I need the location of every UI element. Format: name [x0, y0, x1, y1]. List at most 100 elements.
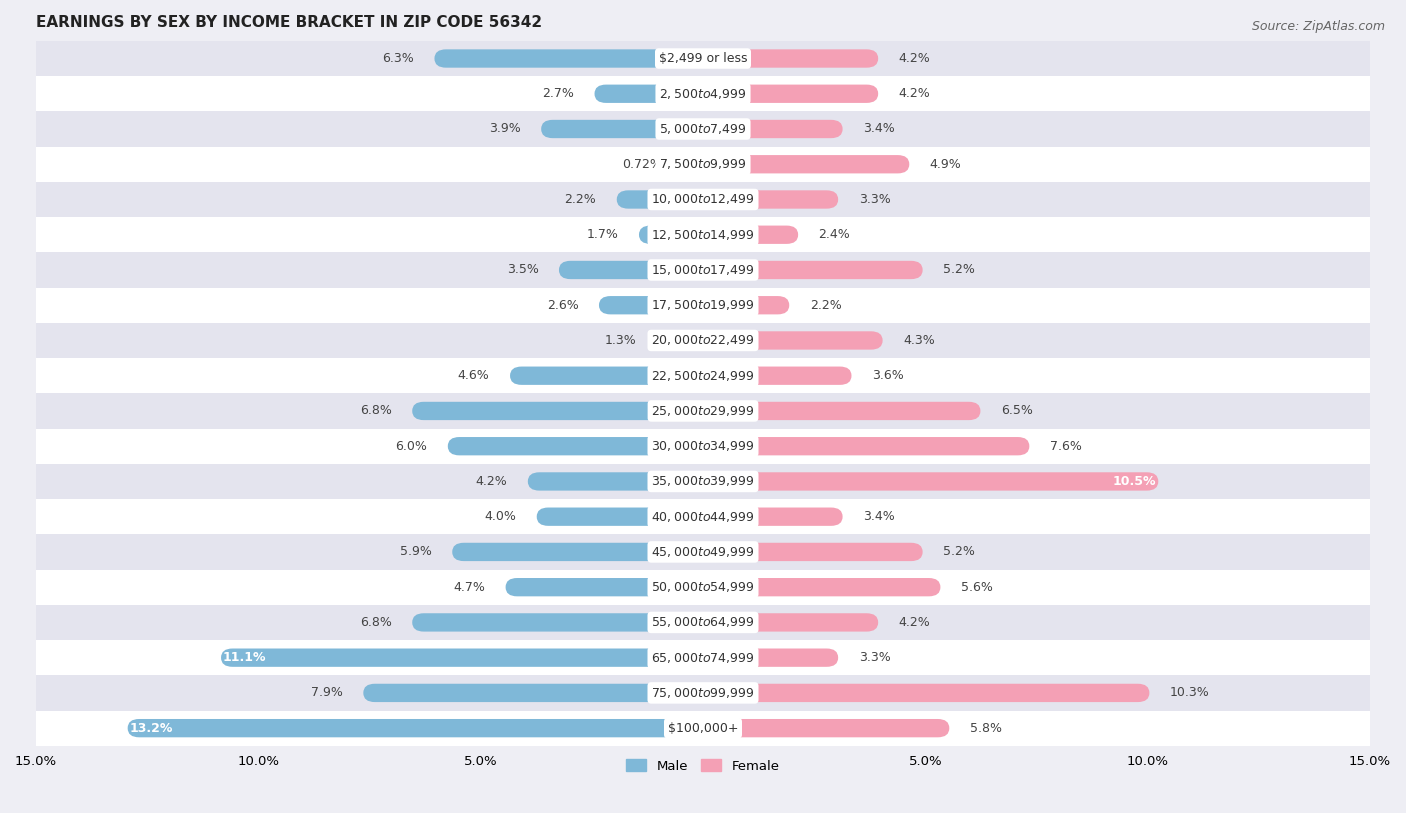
- Bar: [37, 288, 1369, 323]
- FancyBboxPatch shape: [510, 367, 692, 385]
- Text: $5,000 to $7,499: $5,000 to $7,499: [659, 122, 747, 136]
- FancyBboxPatch shape: [657, 332, 692, 350]
- FancyBboxPatch shape: [453, 543, 692, 561]
- Text: $40,000 to $44,999: $40,000 to $44,999: [651, 510, 755, 524]
- FancyBboxPatch shape: [599, 296, 692, 315]
- Text: 2.6%: 2.6%: [547, 298, 578, 311]
- Bar: [37, 499, 1369, 534]
- Text: 5.2%: 5.2%: [943, 546, 974, 559]
- Text: 6.8%: 6.8%: [360, 616, 392, 629]
- FancyBboxPatch shape: [714, 719, 949, 737]
- Text: $50,000 to $54,999: $50,000 to $54,999: [651, 580, 755, 594]
- Legend: Male, Female: Male, Female: [621, 754, 785, 778]
- Text: 10.5%: 10.5%: [1114, 475, 1157, 488]
- FancyBboxPatch shape: [714, 684, 1149, 702]
- FancyBboxPatch shape: [617, 190, 692, 209]
- FancyBboxPatch shape: [714, 437, 1029, 455]
- FancyBboxPatch shape: [363, 684, 692, 702]
- FancyBboxPatch shape: [447, 437, 692, 455]
- FancyBboxPatch shape: [714, 261, 922, 279]
- Text: 3.4%: 3.4%: [863, 123, 894, 136]
- FancyBboxPatch shape: [560, 261, 692, 279]
- Text: $35,000 to $39,999: $35,000 to $39,999: [651, 475, 755, 489]
- FancyBboxPatch shape: [714, 507, 842, 526]
- Text: 5.6%: 5.6%: [960, 580, 993, 593]
- Bar: [37, 676, 1369, 711]
- Bar: [37, 534, 1369, 570]
- FancyBboxPatch shape: [128, 719, 692, 737]
- Text: 5.8%: 5.8%: [970, 722, 1001, 735]
- Text: 4.0%: 4.0%: [485, 511, 516, 524]
- Text: Source: ZipAtlas.com: Source: ZipAtlas.com: [1251, 20, 1385, 33]
- Text: $10,000 to $12,499: $10,000 to $12,499: [651, 193, 755, 207]
- Text: 2.7%: 2.7%: [543, 87, 574, 100]
- Text: $65,000 to $74,999: $65,000 to $74,999: [651, 650, 755, 665]
- FancyBboxPatch shape: [412, 613, 692, 632]
- Text: 7.9%: 7.9%: [311, 686, 343, 699]
- FancyBboxPatch shape: [541, 120, 692, 138]
- Text: 2.4%: 2.4%: [818, 228, 851, 241]
- FancyBboxPatch shape: [595, 85, 692, 103]
- Text: 2.2%: 2.2%: [565, 193, 596, 206]
- FancyBboxPatch shape: [714, 578, 941, 597]
- Text: $75,000 to $99,999: $75,000 to $99,999: [651, 686, 755, 700]
- Text: 4.2%: 4.2%: [898, 616, 931, 629]
- Bar: [37, 711, 1369, 746]
- FancyBboxPatch shape: [412, 402, 692, 420]
- Bar: [37, 217, 1369, 252]
- FancyBboxPatch shape: [714, 472, 1159, 490]
- FancyBboxPatch shape: [714, 543, 922, 561]
- Text: 7.6%: 7.6%: [1050, 440, 1081, 453]
- FancyBboxPatch shape: [714, 155, 910, 173]
- Text: 3.3%: 3.3%: [859, 193, 890, 206]
- FancyBboxPatch shape: [714, 332, 883, 350]
- FancyBboxPatch shape: [714, 85, 879, 103]
- Text: $15,000 to $17,499: $15,000 to $17,499: [651, 263, 755, 277]
- Bar: [37, 76, 1369, 111]
- FancyBboxPatch shape: [714, 367, 852, 385]
- Text: 3.4%: 3.4%: [863, 511, 894, 524]
- Bar: [37, 41, 1369, 76]
- Text: $7,500 to $9,999: $7,500 to $9,999: [659, 157, 747, 172]
- Bar: [37, 428, 1369, 464]
- Text: 4.3%: 4.3%: [903, 334, 935, 347]
- Text: $55,000 to $64,999: $55,000 to $64,999: [651, 615, 755, 629]
- Text: 11.1%: 11.1%: [222, 651, 266, 664]
- FancyBboxPatch shape: [506, 578, 692, 597]
- Text: 6.3%: 6.3%: [382, 52, 413, 65]
- Bar: [37, 358, 1369, 393]
- Text: $22,500 to $24,999: $22,500 to $24,999: [651, 369, 755, 383]
- Text: 5.2%: 5.2%: [943, 263, 974, 276]
- Text: $25,000 to $29,999: $25,000 to $29,999: [651, 404, 755, 418]
- Bar: [37, 252, 1369, 288]
- FancyBboxPatch shape: [714, 190, 838, 209]
- Text: $17,500 to $19,999: $17,500 to $19,999: [651, 298, 755, 312]
- Text: 4.6%: 4.6%: [458, 369, 489, 382]
- Text: EARNINGS BY SEX BY INCOME BRACKET IN ZIP CODE 56342: EARNINGS BY SEX BY INCOME BRACKET IN ZIP…: [37, 15, 543, 30]
- Text: 4.2%: 4.2%: [475, 475, 508, 488]
- Text: 4.7%: 4.7%: [453, 580, 485, 593]
- Text: 4.9%: 4.9%: [929, 158, 962, 171]
- Text: $20,000 to $22,499: $20,000 to $22,499: [651, 333, 755, 347]
- Text: $100,000+: $100,000+: [668, 722, 738, 735]
- Text: 3.3%: 3.3%: [859, 651, 890, 664]
- FancyBboxPatch shape: [681, 155, 695, 173]
- FancyBboxPatch shape: [714, 225, 799, 244]
- Bar: [37, 464, 1369, 499]
- Text: $12,500 to $14,999: $12,500 to $14,999: [651, 228, 755, 241]
- Bar: [37, 640, 1369, 676]
- Text: 6.0%: 6.0%: [395, 440, 427, 453]
- FancyBboxPatch shape: [714, 120, 842, 138]
- Text: 10.3%: 10.3%: [1170, 686, 1209, 699]
- FancyBboxPatch shape: [527, 472, 692, 490]
- FancyBboxPatch shape: [714, 613, 879, 632]
- FancyBboxPatch shape: [221, 649, 692, 667]
- Text: 4.2%: 4.2%: [898, 52, 931, 65]
- FancyBboxPatch shape: [537, 507, 692, 526]
- Bar: [37, 182, 1369, 217]
- Text: 0.72%: 0.72%: [623, 158, 662, 171]
- FancyBboxPatch shape: [714, 402, 980, 420]
- Text: 3.9%: 3.9%: [489, 123, 520, 136]
- Text: $45,000 to $49,999: $45,000 to $49,999: [651, 545, 755, 559]
- Bar: [37, 570, 1369, 605]
